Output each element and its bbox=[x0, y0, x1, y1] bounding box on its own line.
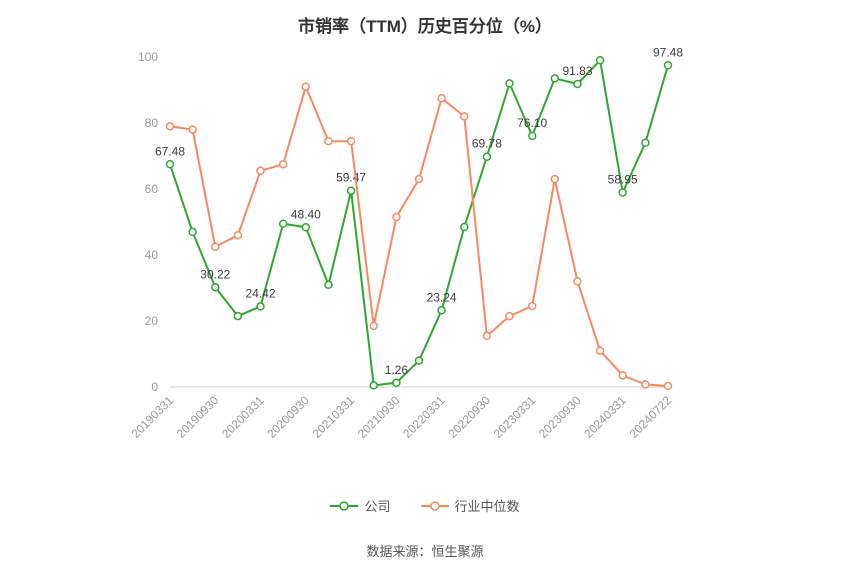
data-point-marker bbox=[641, 380, 650, 389]
y-axis-tick-label: 80 bbox=[145, 116, 159, 130]
x-axis-tick-label: 20200331 bbox=[219, 393, 267, 441]
data-point-marker bbox=[527, 131, 537, 141]
data-point-marker bbox=[595, 56, 605, 65]
x-axis-tick-label: 20220930 bbox=[445, 393, 493, 441]
y-axis-tick-label: 0 bbox=[151, 380, 158, 394]
data-point-marker bbox=[256, 166, 265, 176]
data-point-marker bbox=[301, 223, 311, 232]
legend-marker-company-icon bbox=[330, 500, 359, 511]
data-point-marker bbox=[414, 174, 424, 184]
x-axis-tick-label: 20240331 bbox=[581, 393, 629, 441]
data-point-value-label: 23.24 bbox=[427, 290, 457, 304]
data-point-marker bbox=[233, 311, 243, 321]
legend-marker-industry-median-icon bbox=[420, 500, 449, 511]
data-point-marker bbox=[188, 125, 197, 134]
data-point-marker bbox=[188, 227, 197, 237]
data-point-marker bbox=[641, 138, 650, 148]
data-source-note: 数据来源：恒生聚源 bbox=[366, 544, 484, 559]
data-point-marker bbox=[256, 302, 265, 311]
series-line-1 bbox=[169, 85, 669, 387]
data-point-marker bbox=[550, 174, 560, 184]
data-point-value-label: 91.83 bbox=[562, 64, 592, 78]
data-point-marker bbox=[301, 82, 311, 91]
data-point-value-label: 30.22 bbox=[200, 267, 230, 281]
data-point-marker bbox=[595, 346, 605, 355]
data-point-marker bbox=[211, 242, 220, 252]
x-axis-tick-label: 20230930 bbox=[536, 393, 584, 441]
line-chart-container: 0 20 40 60 80 100 20190331 20190930 20200331 2020… bbox=[128, 45, 683, 441]
chart-title: 市销率（TTM）历史百分位（%） bbox=[297, 17, 553, 36]
data-point-marker bbox=[392, 212, 401, 222]
data-point-marker bbox=[618, 188, 627, 197]
data-point-marker bbox=[278, 219, 288, 228]
data-point-marker bbox=[460, 222, 469, 232]
data-point-marker bbox=[482, 331, 492, 341]
x-axis-tick-label: 20240722 bbox=[626, 393, 674, 441]
data-point-value-label: 67.48 bbox=[155, 144, 185, 158]
data-point-marker bbox=[324, 136, 333, 146]
x-axis-tick-label: 20210930 bbox=[355, 393, 403, 441]
legend-item-company[interactable]: 公司 bbox=[330, 496, 391, 515]
data-point-marker bbox=[505, 79, 514, 88]
data-point-marker bbox=[527, 301, 537, 311]
data-point-value-label: 24.42 bbox=[245, 286, 275, 300]
legend-label-industry-median: 行业中位数 bbox=[454, 499, 520, 514]
data-point-marker bbox=[369, 381, 378, 390]
x-axis-tick-label: 20220331 bbox=[400, 393, 448, 441]
data-point-marker bbox=[550, 74, 560, 83]
data-point-marker bbox=[165, 122, 175, 131]
data-point-marker bbox=[618, 371, 627, 380]
legend-label-company: 公司 bbox=[364, 499, 391, 514]
data-point-marker bbox=[211, 283, 220, 292]
data-point-value-label: 1.26 bbox=[385, 363, 409, 377]
y-axis-tick-label: 40 bbox=[145, 248, 159, 262]
data-point-marker bbox=[505, 311, 514, 321]
x-axis-tick-label: 20200930 bbox=[264, 393, 312, 441]
data-point-marker bbox=[573, 79, 582, 89]
data-point-value-label: 58.95 bbox=[608, 173, 638, 187]
x-axis-tick-label: 20190331 bbox=[128, 393, 176, 441]
data-point-marker bbox=[346, 136, 356, 146]
y-axis-tick-label: 60 bbox=[145, 182, 159, 196]
x-axis-tick-label: 20210331 bbox=[310, 393, 358, 441]
line-chart: 0 20 40 60 80 100 2019033120190930202003312020… bbox=[128, 45, 683, 441]
x-axis-tick-label: 20230331 bbox=[491, 393, 539, 441]
chart-legend: 公司 行业中位数 bbox=[0, 496, 850, 515]
data-point-marker bbox=[324, 280, 333, 289]
legend-item-industry-median[interactable]: 行业中位数 bbox=[420, 496, 520, 515]
data-point-value-label: 48.40 bbox=[291, 207, 321, 221]
data-point-marker bbox=[437, 306, 446, 315]
data-point-marker bbox=[460, 112, 469, 121]
data-point-marker bbox=[165, 160, 175, 169]
data-point-marker bbox=[233, 230, 243, 240]
data-point-marker bbox=[369, 321, 378, 331]
data-point-marker bbox=[437, 94, 446, 103]
data-point-marker bbox=[278, 159, 288, 169]
data-point-marker bbox=[392, 378, 401, 388]
data-point-marker bbox=[346, 186, 356, 195]
data-point-marker bbox=[573, 277, 582, 286]
y-axis-tick-label: 100 bbox=[138, 50, 158, 64]
data-point-value-label: 69.78 bbox=[472, 137, 502, 151]
data-point-marker bbox=[663, 61, 673, 70]
data-point-marker bbox=[482, 152, 492, 161]
data-point-value-label: 59.47 bbox=[336, 171, 366, 185]
series-line-0 bbox=[169, 59, 669, 387]
data-point-value-label: 97.48 bbox=[653, 45, 683, 59]
data-point-value-label: 76.10 bbox=[517, 116, 547, 130]
data-point-marker bbox=[414, 356, 424, 365]
y-axis-tick-label: 20 bbox=[145, 314, 159, 328]
data-point-marker bbox=[663, 381, 673, 391]
x-axis-tick-label: 20190930 bbox=[174, 393, 222, 441]
